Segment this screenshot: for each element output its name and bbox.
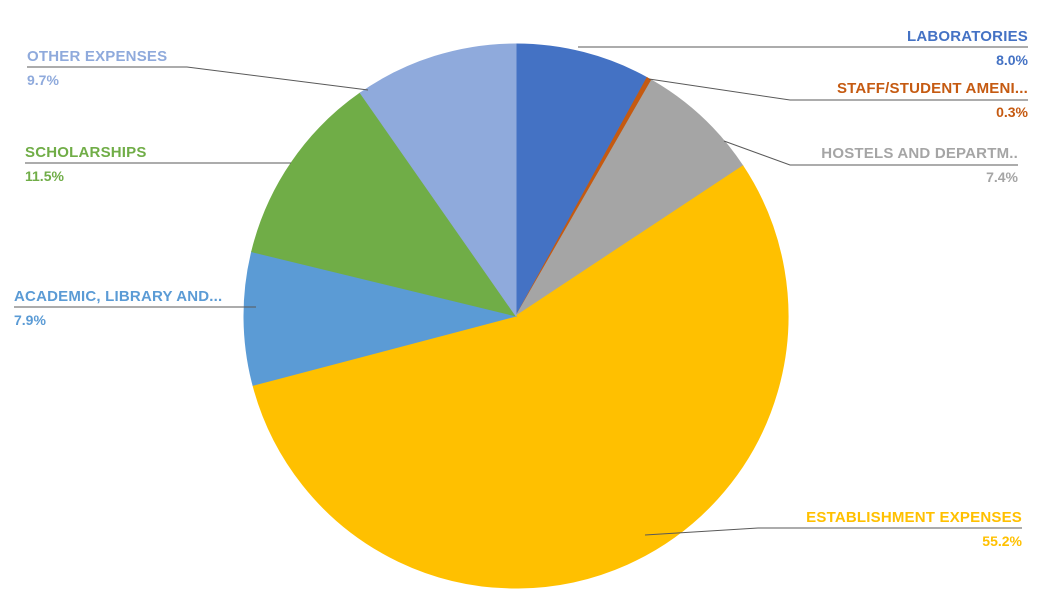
leader-line-1 <box>648 78 1028 101</box>
label-laboratories-pct: 8.0% <box>996 52 1028 68</box>
leader-line-6 <box>27 66 369 91</box>
label-academic-library-name: ACADEMIC, LIBRARY AND... <box>14 288 223 305</box>
label-hostels-departments-pct: 7.4% <box>986 169 1018 185</box>
label-other-expenses-pct: 9.7% <box>27 72 59 88</box>
leader-line-2 <box>723 140 1018 166</box>
label-laboratories-name: LABORATORIES <box>906 28 1028 45</box>
label-scholarships: SCHOLARSHIPS 11.5% <box>25 143 147 186</box>
label-staff-student-amenities: STAFF/STUDENT AMENI... 0.3% <box>837 79 1028 122</box>
label-hostels-departments: HOSTELS AND DEPARTM.. 7.4% <box>821 144 1018 187</box>
label-establishment-expenses: ESTABLISHMENT EXPENSES 55.2% <box>806 508 1022 551</box>
label-establishment-expenses-name: ESTABLISHMENT EXPENSES <box>806 509 1022 526</box>
pie-slice-3[interactable] <box>252 165 789 589</box>
label-other-expenses: OTHER EXPENSES 9.7% <box>27 47 167 90</box>
leader-line-3 <box>644 527 1022 536</box>
pie-slice-6[interactable] <box>359 43 517 318</box>
label-establishment-expenses-pct: 55.2% <box>982 533 1022 549</box>
pie-slice-0[interactable] <box>515 43 648 317</box>
label-laboratories: LABORATORIES 8.0% <box>907 27 1028 70</box>
label-academic-library: ACADEMIC, LIBRARY AND... 7.9% <box>14 287 222 330</box>
pie-slice-5[interactable] <box>251 92 518 317</box>
pie-slice-2[interactable] <box>515 79 744 317</box>
pie-slice-4[interactable] <box>243 251 517 386</box>
label-hostels-departments-name: HOSTELS AND DEPARTM.. <box>821 145 1018 162</box>
label-other-expenses-name: OTHER EXPENSES <box>27 48 168 65</box>
label-academic-library-pct: 7.9% <box>14 312 46 328</box>
label-scholarships-pct: 11.5% <box>25 168 64 184</box>
label-staff-student-amenities-pct: 0.3% <box>996 104 1028 120</box>
label-scholarships-name: SCHOLARSHIPS <box>25 144 147 161</box>
label-staff-student-amenities-name: STAFF/STUDENT AMENI... <box>836 80 1028 97</box>
